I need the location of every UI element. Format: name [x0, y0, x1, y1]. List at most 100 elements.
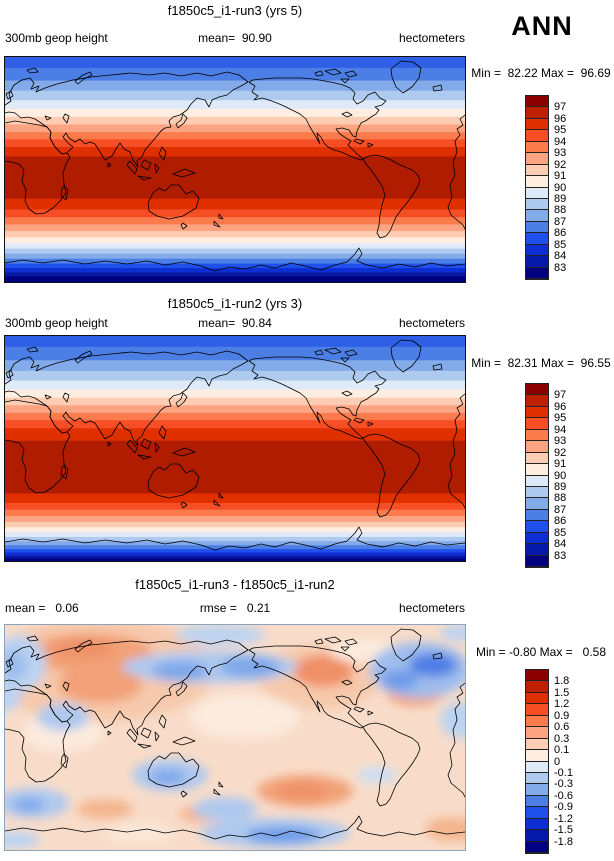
colorbar-cell: [526, 221, 548, 234]
contour-band: [5, 124, 465, 133]
colorbar-tick-label: 89: [554, 192, 567, 205]
panel1-colorbar: 97 96 95 94 93 92 91 90 89 88 87 86 85 84 83: [525, 95, 566, 280]
colorbar-cell: [526, 681, 548, 693]
anomaly-blob: [175, 625, 265, 645]
colorbar-tick-label: -1.2: [554, 812, 573, 825]
contour-band: [5, 217, 465, 225]
colorbar-cell: [526, 841, 548, 853]
colorbar-cell: [526, 521, 548, 533]
colorbar-tick-label: 85: [554, 238, 567, 251]
colorbar-cell: [526, 498, 548, 510]
colorbar-tick-label: 1.8: [554, 675, 570, 688]
colorbar-cell: [526, 532, 548, 545]
colorbar-tick-label: 87: [554, 503, 567, 516]
colorbar-cell: [526, 384, 548, 396]
anomaly-blob: [105, 823, 175, 843]
colorbar-tick-label: 95: [554, 124, 567, 137]
anomaly-blob: [220, 656, 280, 678]
colorbar-cell: [526, 233, 548, 245]
anomaly-blob: [190, 695, 300, 739]
colorbar-cell: [526, 509, 548, 522]
colorbar-cell: [526, 704, 548, 716]
contour-band: [5, 527, 465, 533]
colorbar-cell: [526, 141, 548, 154]
colorbar-cell: [526, 244, 548, 257]
colorbar-cell: [526, 96, 548, 108]
panel1-mean-label: mean= 90.90: [198, 31, 272, 45]
contour-band: [5, 224, 465, 232]
panel2-colorbar: 97 96 95 94 93 92 91 90 89 88 87 86 85 84 83: [525, 383, 566, 568]
colorbar-tick-label: 85: [554, 526, 567, 539]
contour-band: [5, 549, 465, 553]
colorbar-tick-label: 84: [554, 250, 567, 263]
colorbar-cell: [526, 107, 548, 119]
contour-band: [5, 258, 465, 264]
colorbar-cell: [526, 395, 548, 407]
colorbar-tick-label: 95: [554, 412, 567, 425]
colorbar-cell: [526, 486, 548, 499]
colorbar-tick-label: 93: [554, 147, 567, 160]
colorbar-tick-label: 97: [554, 101, 567, 114]
colorbar-cell: [526, 406, 548, 419]
colorbar-cell: [526, 153, 548, 165]
colorbar-tick-label: 88: [554, 204, 567, 217]
anomaly-blob: [440, 625, 465, 641]
colorbar-tick-label: 97: [554, 389, 567, 402]
colorbar-tick-label: 84: [554, 538, 567, 551]
colorbar-tick-label: -0.3: [554, 778, 573, 791]
colorbar-cell: [526, 429, 548, 442]
colorbar-cell: [526, 452, 548, 465]
panel1-map: [4, 56, 466, 283]
anomaly-blob: [277, 782, 327, 800]
colorbar-tick-label: -0.6: [554, 789, 573, 802]
colorbar-cell: [526, 795, 548, 808]
contour-band: [5, 397, 465, 406]
colorbar-tick-label: 0.9: [554, 709, 570, 722]
colorbar-tick-label: 96: [554, 112, 567, 125]
colorbar-cell: [526, 187, 548, 199]
colorbar-tick-label: 89: [554, 480, 567, 493]
contour-band: [5, 509, 465, 517]
colorbar-tick-label: -0.1: [554, 766, 573, 779]
colorbar-cell: [526, 418, 548, 430]
colorbar-tick-label: -1.5: [554, 824, 573, 837]
panel2-field-label: 300mb geop height: [5, 316, 108, 330]
anomaly-blob: [193, 797, 257, 821]
colorbar-cell: [526, 784, 548, 796]
contour-band: [5, 360, 465, 372]
colorbar-tick-label: 0.3: [554, 732, 570, 745]
colorbar-cell: [526, 750, 548, 762]
colorbar-tick-label: 90: [554, 181, 567, 194]
colorbar-cell: [526, 544, 548, 556]
colorbar-tick-label: 83: [554, 549, 567, 562]
panel3-units-label: hectometers: [398, 601, 465, 615]
contour-band: [5, 147, 465, 157]
contour-band: [5, 253, 465, 259]
contour-band: [5, 100, 465, 110]
colorbar-tick-label: 0.6: [554, 721, 570, 734]
contour-band: [5, 231, 465, 238]
contour-band: [5, 545, 465, 550]
colorbar-cell: [526, 210, 548, 222]
anomaly-blob: [357, 767, 397, 783]
contour-band: [5, 132, 465, 140]
colorbar-cell: [526, 475, 548, 487]
colorbar-tick-label: -1.8: [554, 835, 573, 848]
contour-band: [5, 156, 465, 200]
season-label: ANN: [511, 11, 573, 41]
panel1-title: f1850c5_i1-run3 (yrs 5): [167, 3, 303, 18]
colorbar-tick-label: 83: [554, 261, 567, 274]
anomaly-blob: [53, 639, 113, 659]
contour-band: [5, 263, 465, 269]
anomaly-blob: [425, 817, 465, 841]
contour-band: [5, 420, 465, 429]
colorbar-cell: [526, 118, 548, 131]
contour-band: [5, 389, 465, 398]
anomaly-blob: [409, 653, 457, 677]
contour-band: [5, 428, 465, 441]
colorbar-cell: [526, 670, 548, 682]
colorbar-tick-label: 86: [554, 227, 567, 240]
anomaly-blob: [58, 667, 142, 703]
contour-band: [5, 272, 465, 277]
colorbar-cell: [526, 441, 548, 453]
